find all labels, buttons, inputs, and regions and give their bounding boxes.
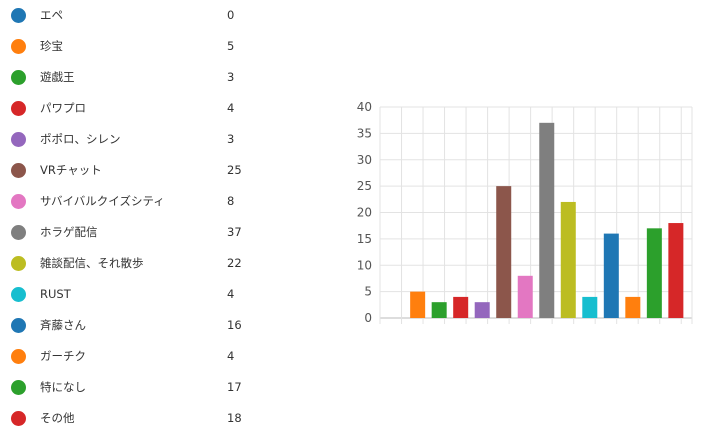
legend-item[interactable]: VRチャット 25 — [0, 155, 260, 186]
y-tick-label: 5 — [364, 285, 372, 299]
legend-swatch — [11, 8, 26, 23]
bar[interactable] — [582, 296, 598, 318]
legend-label: 斉藤さん — [40, 318, 86, 332]
y-tick-label: 10 — [357, 258, 372, 272]
legend-value: 5 — [227, 39, 235, 53]
bar[interactable] — [496, 186, 512, 318]
legend-label: サバイバルクイズシティ — [40, 194, 165, 208]
legend-item[interactable]: 斉藤さん 16 — [0, 310, 260, 341]
legend-swatch — [11, 194, 26, 209]
legend-value: 3 — [227, 132, 235, 146]
bar[interactable] — [646, 228, 662, 318]
legend-swatch — [11, 256, 26, 271]
bar-chart: 0 5 10 15 20 25 30 35 40 — [357, 100, 693, 325]
legend-label: 珍宝 — [40, 39, 63, 53]
bar[interactable] — [539, 122, 555, 318]
legend-label: RUST — [40, 287, 71, 301]
legend-label: 遊戯王 — [40, 70, 75, 84]
legend-swatch — [11, 132, 26, 147]
legend-item[interactable]: RUST 4 — [0, 279, 260, 310]
legend-swatch — [11, 39, 26, 54]
y-tick-label: 35 — [357, 126, 372, 140]
legend-label: ガーチク — [40, 349, 86, 363]
legend-label: パワプロ — [40, 101, 86, 115]
legend-label: ポポロ、シレン — [40, 132, 121, 146]
legend-value: 22 — [227, 256, 242, 270]
bar[interactable] — [431, 302, 447, 318]
y-tick-label: 15 — [357, 232, 372, 246]
legend-item[interactable]: パワプロ 4 — [0, 93, 260, 124]
legend-item[interactable]: 珍宝 5 — [0, 31, 260, 62]
legend-value: 4 — [227, 349, 235, 363]
legend-swatch — [11, 225, 26, 240]
y-tick-label: 20 — [357, 206, 372, 220]
bar[interactable] — [517, 275, 533, 318]
legend-value: 37 — [227, 225, 242, 239]
bar[interactable] — [410, 291, 426, 318]
legend-label: 雑談配信、それ散歩 — [40, 256, 144, 270]
legend-item[interactable]: ガーチク 4 — [0, 341, 260, 372]
y-tick-label: 0 — [364, 311, 372, 325]
legend-swatch — [11, 349, 26, 364]
bar[interactable] — [560, 201, 576, 318]
legend-value: 4 — [227, 101, 235, 115]
bar[interactable] — [668, 223, 684, 318]
bar[interactable] — [453, 296, 469, 318]
legend-item[interactable]: 特になし 17 — [0, 372, 260, 403]
legend-item[interactable]: ホラゲ配信 37 — [0, 217, 260, 248]
legend-value: 18 — [227, 411, 242, 425]
bar[interactable] — [603, 233, 619, 318]
legend-label: エペ — [40, 8, 63, 22]
y-tick-label: 25 — [357, 179, 372, 193]
legend-swatch — [11, 380, 26, 395]
bar[interactable] — [625, 296, 641, 318]
legend-value: 16 — [227, 318, 242, 332]
legend-swatch — [11, 287, 26, 302]
legend-label: 特になし — [40, 380, 86, 394]
legend-value: 17 — [227, 380, 242, 394]
legend-value: 8 — [227, 194, 235, 208]
legend-item[interactable]: 遊戯王 3 — [0, 62, 260, 93]
legend-swatch — [11, 70, 26, 85]
legend-swatch — [11, 163, 26, 178]
y-tick-label: 40 — [357, 100, 372, 114]
legend-item[interactable]: エペ 0 — [0, 0, 260, 31]
legend-label: VRチャット — [40, 163, 102, 177]
legend-swatch — [11, 411, 26, 426]
legend-label: その他 — [40, 411, 75, 425]
legend-swatch — [11, 101, 26, 116]
legend-value: 0 — [227, 8, 235, 22]
legend-swatch — [11, 318, 26, 333]
legend-item[interactable]: その他 18 — [0, 403, 260, 434]
legend-value: 4 — [227, 287, 235, 301]
legend: エペ 0 珍宝 5 遊戯王 3 パワプロ 4 ポポロ、シレン 3 VRチャット 25 サバイバルクイズシ… — [0, 0, 260, 441]
legend-value: 25 — [227, 163, 242, 177]
legend-item[interactable]: サバイバルクイズシティ 8 — [0, 186, 260, 217]
legend-label: ホラゲ配信 — [40, 225, 98, 239]
legend-item[interactable]: 雑談配信、それ散歩 22 — [0, 248, 260, 279]
legend-value: 3 — [227, 70, 235, 84]
y-tick-label: 30 — [357, 153, 372, 167]
legend-item[interactable]: ポポロ、シレン 3 — [0, 124, 260, 155]
bar[interactable] — [474, 302, 490, 318]
